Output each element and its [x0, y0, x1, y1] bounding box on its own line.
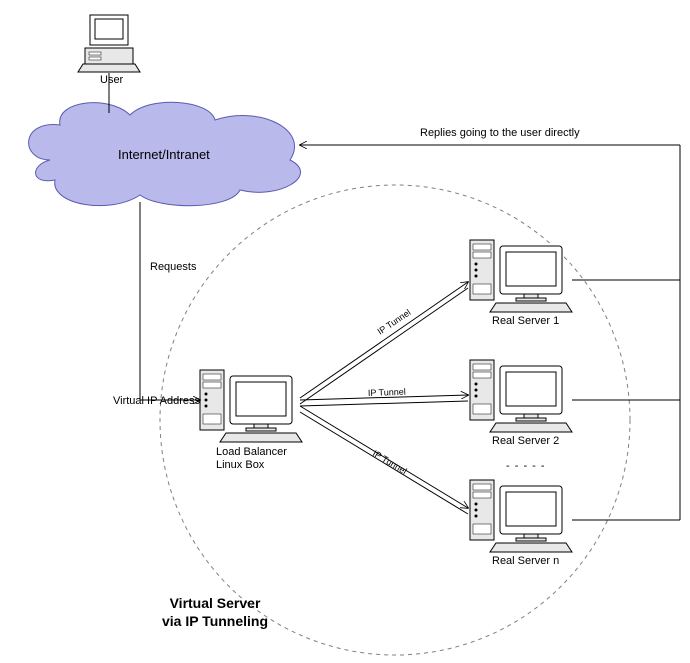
- label-lb2: Linux Box: [216, 459, 264, 471]
- real-server-2-node: [470, 360, 572, 432]
- label-rsn: Real Server n: [492, 555, 559, 567]
- label-tunnel-2: IP Tunnel: [368, 387, 406, 398]
- label-vip: Virtual IP Address: [113, 395, 200, 407]
- label-cloud: Internet/Intranet: [118, 147, 210, 162]
- load-balancer-node: [200, 370, 302, 442]
- real-server-1-node: [470, 240, 572, 312]
- diagram-title-1: Virtual Server: [130, 595, 300, 611]
- label-replies: Replies going to the user directly: [420, 127, 580, 139]
- label-user: User: [100, 74, 123, 86]
- diagram-stage: IP Tunnel IP Tunnel IP Tunnel User Inter…: [0, 0, 690, 663]
- label-requests: Requests: [150, 261, 196, 273]
- label-lb1: Load Balancer: [216, 446, 287, 458]
- label-rs1: Real Server 1: [492, 315, 559, 327]
- tunnel-2: IP Tunnel: [300, 387, 468, 406]
- diagram-svg: IP Tunnel IP Tunnel IP Tunnel: [0, 0, 690, 663]
- real-server-n-node: [470, 480, 572, 552]
- tunnel-1: IP Tunnel: [300, 282, 468, 404]
- diagram-title-2: via IP Tunneling: [130, 613, 300, 629]
- label-dots: - - - - -: [506, 460, 546, 472]
- label-rs2: Real Server 2: [492, 435, 559, 447]
- user-computer: [78, 15, 140, 72]
- tunnel-3: IP Tunnel: [300, 406, 468, 514]
- label-tunnel-1: IP Tunnel: [376, 307, 413, 336]
- label-tunnel-3: IP Tunnel: [371, 448, 409, 476]
